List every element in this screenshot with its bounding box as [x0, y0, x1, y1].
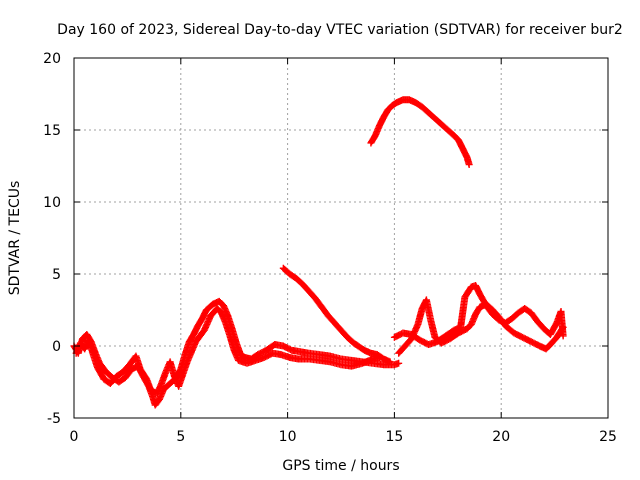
x-tick-label: 20: [492, 429, 510, 445]
x-axis-label: GPS time / hours: [282, 458, 399, 474]
plot-frame: [73, 57, 609, 419]
data-point: [386, 358, 394, 366]
series-seg-late-upper: [390, 282, 567, 349]
y-tick-label: 0: [52, 339, 61, 355]
data-point: [395, 359, 403, 367]
data-point: [465, 161, 473, 169]
data-point: [559, 332, 567, 340]
y-tick-label: 5: [52, 267, 61, 283]
series-seg-upper-arc: [367, 96, 473, 169]
grid: [74, 58, 608, 418]
data-points: [70, 96, 567, 409]
x-tick-label: 25: [599, 429, 617, 445]
y-tick-label: 10: [43, 195, 61, 211]
x-tick-label: 15: [385, 429, 403, 445]
y-axis-label: SDTVAR / TECUs: [7, 181, 23, 296]
chart-title: Day 160 of 2023, Sidereal Day-to-day VTE…: [57, 22, 623, 38]
y-tick-label: 20: [43, 51, 61, 67]
axis-ticks: 0 5 10 15 20 25 -5 0 5 10 15 20: [43, 51, 617, 445]
series-seg-main-low-2: [72, 305, 383, 398]
x-tick-label: 0: [70, 429, 79, 445]
x-tick-label: 5: [176, 429, 185, 445]
series-seg-mid-descent: [279, 264, 394, 366]
y-tick-label: -5: [47, 411, 61, 427]
y-tick-label: 15: [43, 123, 61, 139]
x-tick-label: 10: [279, 429, 297, 445]
